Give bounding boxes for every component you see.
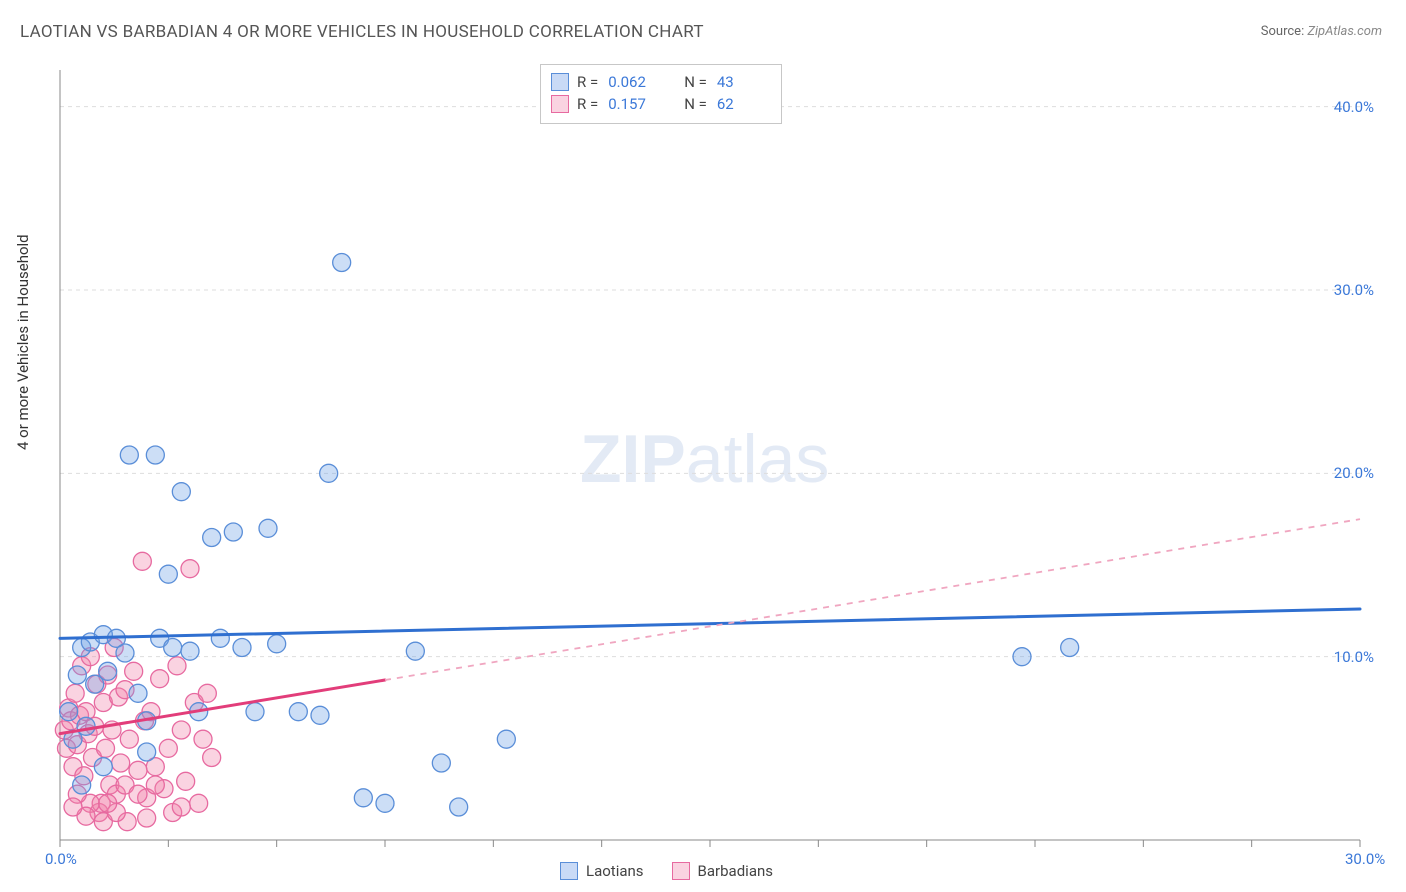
r-value: 0.062 — [608, 73, 658, 91]
bottom-legend: Laotians Barbadians — [560, 862, 773, 880]
r-label: R = — [577, 95, 598, 113]
stats-legend-box: R = 0.062 N = 43 R = 0.157 N = 62 — [540, 64, 782, 124]
legend-item-barbadians: Barbadians — [672, 862, 773, 880]
stats-row-laotians: R = 0.062 N = 43 — [551, 71, 767, 93]
y-tick-label: 20.0% — [1334, 464, 1374, 482]
y-axis-label: 4 or more Vehicles in Household — [14, 234, 32, 450]
y-tick-label: 30.0% — [1334, 281, 1374, 299]
legend-label: Laotians — [586, 862, 644, 880]
legend-item-laotians: Laotians — [560, 862, 644, 880]
swatch-pink-icon — [672, 862, 690, 880]
swatch-blue-icon — [551, 73, 569, 91]
x-tick-label: 0.0% — [45, 850, 77, 868]
swatch-pink-icon — [551, 95, 569, 113]
stats-row-barbadians: R = 0.157 N = 62 — [551, 93, 767, 115]
chart-area: 0.0%30.0%10.0%20.0%30.0%40.0% — [50, 60, 1380, 860]
y-tick-label: 40.0% — [1334, 98, 1374, 116]
chart-title: LAOTIAN VS BARBADIAN 4 OR MORE VEHICLES … — [20, 22, 704, 42]
y-tick-label: 10.0% — [1334, 648, 1374, 666]
n-value: 43 — [717, 73, 767, 91]
source-attribution: Source: ZipAtlas.com — [1261, 24, 1382, 39]
r-value: 0.157 — [608, 95, 658, 113]
n-label: N = — [684, 95, 707, 113]
scatter-chart-svg — [50, 60, 1380, 860]
swatch-blue-icon — [560, 862, 578, 880]
source-value: ZipAtlas.com — [1307, 24, 1382, 39]
n-value: 62 — [717, 95, 767, 113]
r-label: R = — [577, 73, 598, 91]
source-label: Source: — [1261, 24, 1304, 39]
x-tick-label: 30.0% — [1345, 850, 1385, 868]
legend-label: Barbadians — [698, 862, 773, 880]
n-label: N = — [684, 73, 707, 91]
